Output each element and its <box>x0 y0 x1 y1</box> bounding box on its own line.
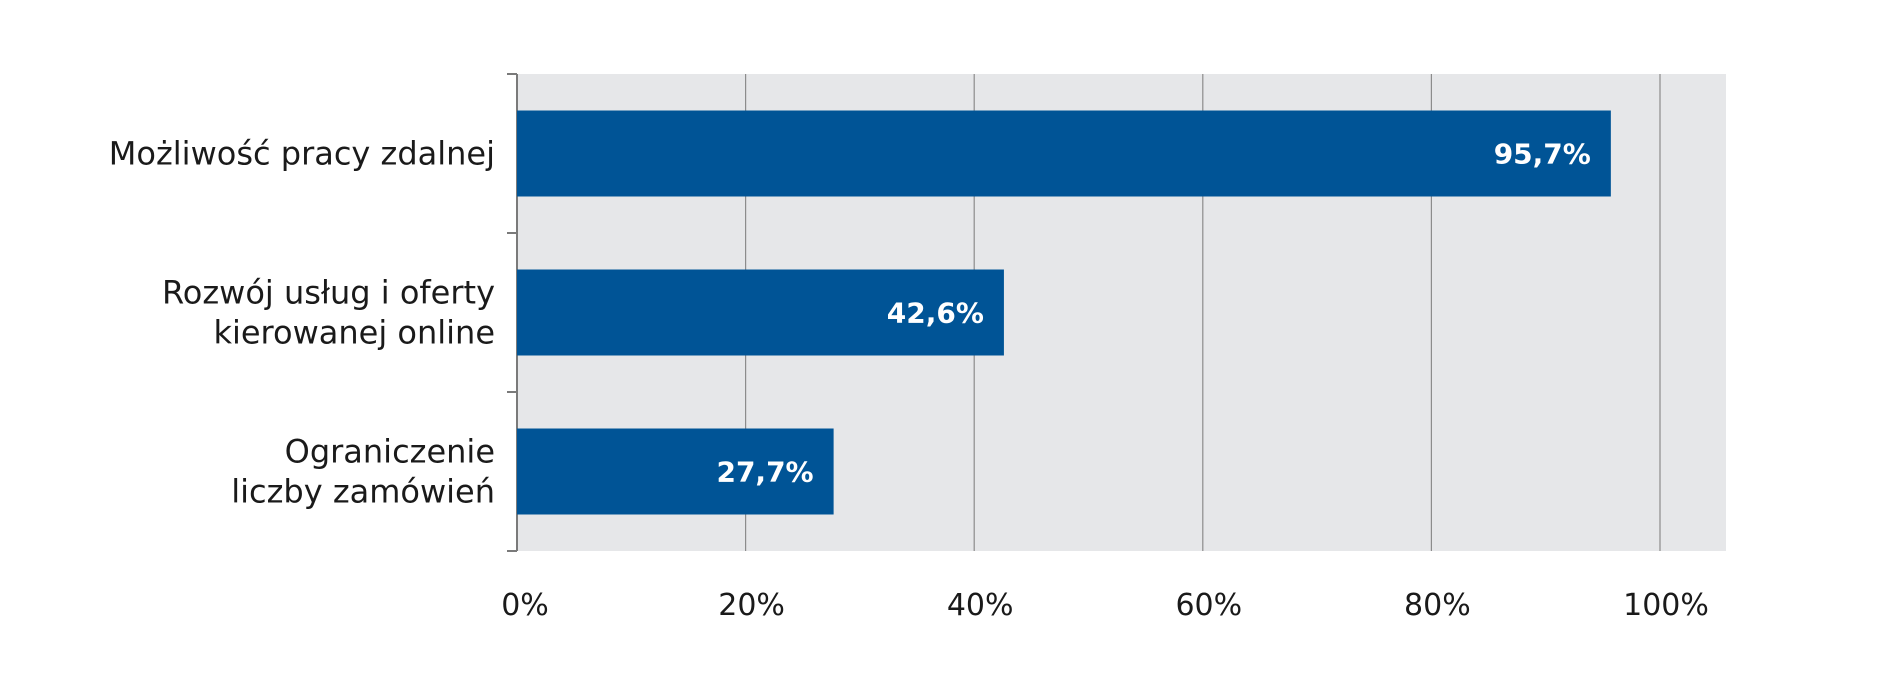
category-label-2: Rozwój usług i oferty kierowanej online <box>162 274 495 352</box>
category-label-line: Ograniczenie <box>285 433 495 471</box>
bar-1 <box>517 110 1611 197</box>
data-label-2: 42,6% <box>887 297 984 330</box>
data-label-1: 95,7% <box>1494 138 1591 171</box>
category-label-line: Możliwość pracy zdalnej <box>109 135 495 173</box>
x-tick-label-40: 40% <box>947 588 1014 623</box>
x-tick-label-80: 80% <box>1404 588 1471 623</box>
x-tick-labels: 0% 20% 40% 60% 80% 100% <box>501 588 1709 623</box>
x-tick-label-0: 0% <box>501 588 549 623</box>
bars: 95,7% 42,6% 27,7% <box>517 110 1611 515</box>
bar-3 <box>517 428 834 515</box>
category-label-line: kierowanej online <box>213 314 495 352</box>
x-tick-label-100: 100% <box>1623 588 1709 623</box>
category-labels: Możliwość pracy zdalnej Rozwój usług i of… <box>109 135 495 511</box>
x-tick-label-20: 20% <box>718 588 785 623</box>
category-label-line: Rozwój usług i oferty <box>162 274 495 312</box>
y-axis <box>507 73 518 552</box>
x-tick-label-60: 60% <box>1175 588 1242 623</box>
bar-2 <box>517 269 1004 356</box>
category-label-1: Możliwość pracy zdalnej <box>109 135 495 173</box>
data-label-3: 27,7% <box>716 456 813 489</box>
category-label-line: liczby zamówień <box>231 473 495 511</box>
category-label-3: Ograniczenie liczby zamówień <box>231 433 495 511</box>
